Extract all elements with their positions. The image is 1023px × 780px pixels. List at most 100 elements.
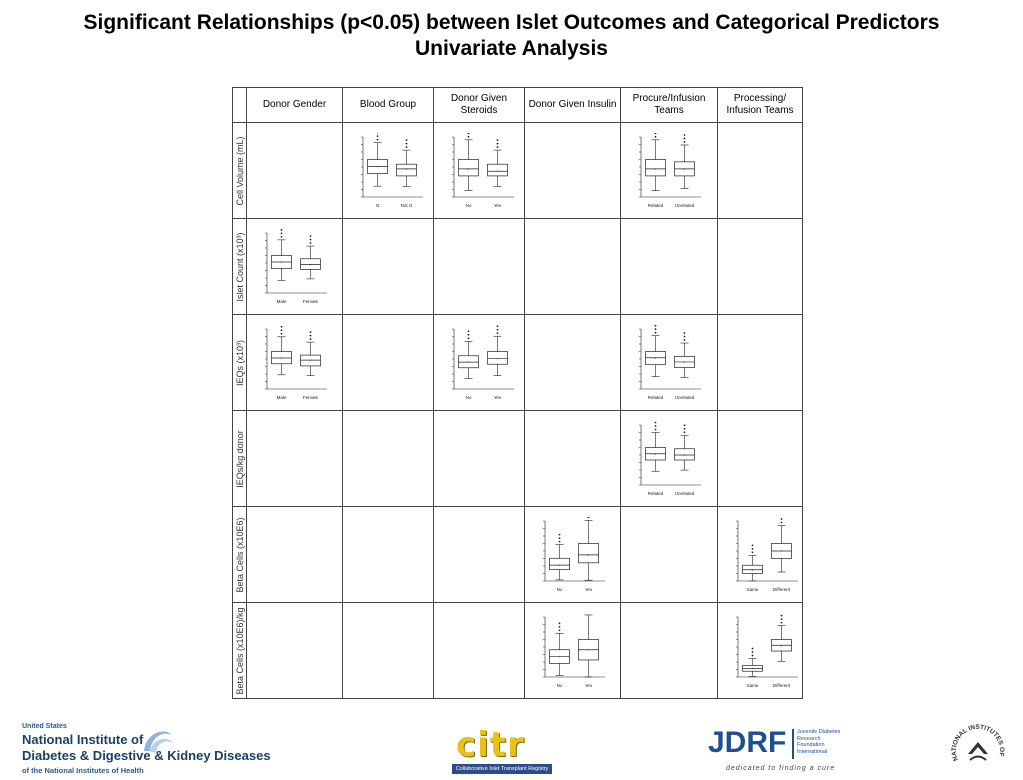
mean-marker: + [654, 355, 657, 360]
slide-title: Significant Relationships (p<0.05) betwe… [0, 10, 1023, 62]
outlier-point [683, 335, 686, 338]
outlier-point [496, 332, 499, 335]
mean-marker: + [558, 654, 561, 659]
outlier-point [309, 331, 312, 334]
matrix-cell [524, 122, 621, 219]
mean-marker: + [654, 451, 657, 456]
category-label: No [466, 203, 472, 208]
matrix-cell [342, 218, 434, 315]
category-label: No [557, 683, 563, 688]
matrix-cell [433, 410, 525, 507]
outlier-point [309, 238, 312, 241]
row-label: Beta Cells (x10E6)/kg [235, 606, 245, 695]
outlier-point [683, 134, 686, 136]
box [487, 163, 508, 177]
outlier-point [751, 547, 754, 550]
niddk-logo: United States National Institute of Diab… [22, 723, 271, 775]
category-label: Male [277, 395, 287, 400]
matrix-cell [342, 506, 434, 603]
boxplot-chart: + No + Yes [543, 614, 605, 688]
outlier-point [280, 232, 283, 235]
category-label: Unrelated [675, 395, 695, 400]
mean-marker: + [587, 647, 590, 652]
category-label: Unrelated [675, 203, 695, 208]
outlier-point [654, 425, 657, 427]
citr-wordmark: citr [456, 725, 525, 765]
outlier-point [376, 135, 379, 138]
row-label: Beta Cells (x10E6) [235, 516, 245, 593]
mean-marker: + [751, 666, 754, 671]
citr-caption: Collaborative Islet Transplant Registry [452, 764, 552, 774]
matrix-cell [342, 410, 434, 507]
col-header-processing-infusion-teams: Processing/ Infusion Teams [717, 87, 803, 123]
niddk-swirl-icon [144, 731, 174, 752]
outlier-point [751, 654, 754, 657]
outlier-point [280, 325, 283, 328]
category-label: Related [648, 491, 664, 496]
matrix-cell: + Related + Unrelated [620, 314, 718, 411]
outlier-point [558, 622, 561, 625]
box [458, 159, 479, 177]
outlier-point [751, 647, 754, 650]
niddk-country: United States [22, 723, 67, 730]
box [578, 543, 599, 564]
outlier-point [496, 146, 499, 149]
box [458, 355, 479, 369]
matrix-row-ieqs-per-kg: IEQs/kg donor + Related + Unrelated [232, 410, 803, 507]
matrix-cell [246, 122, 343, 219]
outlier-point [780, 614, 783, 617]
category-label: Not O [401, 203, 413, 208]
outlier-point [558, 629, 561, 632]
title-line-1: Significant Relationships (p<0.05) betwe… [83, 11, 940, 34]
outlier-point [280, 329, 283, 332]
row-header-beta-cells-per-kg: Beta Cells (x10E6)/kg [232, 602, 247, 699]
mean-marker: + [780, 549, 783, 554]
outlier-point [405, 146, 408, 149]
matrix-cell [342, 602, 434, 699]
boxplot-chart: + No + Yes [543, 517, 605, 592]
mean-marker: + [376, 164, 379, 169]
mean-marker: + [467, 360, 470, 365]
matrix-cell [717, 410, 803, 507]
boxplot-chart: + No + Yes [452, 133, 514, 208]
outlier-point [496, 142, 499, 145]
row-header-cell-volume: Cell Volume (mL) [232, 122, 247, 219]
category-label: Related [648, 395, 664, 400]
matrix-row-beta-cells-per-kg: Beta Cells (x10E6)/kg + No + Yes + Same + Differ… [232, 602, 803, 699]
matrix-cell: + Same + Different [717, 506, 803, 603]
category-label: O [376, 203, 380, 208]
matrix-cell [524, 410, 621, 507]
outlier-point [654, 135, 657, 138]
category-label: Different [773, 587, 791, 592]
outlier-point [683, 332, 686, 334]
outlier-point [496, 328, 499, 331]
outlier-point [780, 621, 783, 624]
outlier-point [309, 235, 312, 237]
box [300, 258, 321, 270]
outlier-point [683, 339, 686, 341]
row-header-ieqs-per-kg: IEQs/kg donor [232, 410, 247, 507]
mean-marker: + [683, 359, 686, 364]
matrix-cell [433, 506, 525, 603]
jdrf-tagline: dedicated to finding a cure [726, 765, 836, 772]
matrix-cell [433, 218, 525, 315]
outlier-point [496, 139, 499, 142]
outlier-point [280, 229, 283, 231]
row-label: Cell Volume (mL) [235, 135, 245, 206]
outlier-point [467, 330, 470, 333]
matrix-table: Donor Gender Blood Group Donor Given Ste… [232, 87, 803, 699]
category-label: Related [648, 203, 664, 208]
outlier-point [683, 424, 686, 427]
outlier-point [780, 518, 783, 520]
col-header-donor-gender: Donor Gender [246, 87, 343, 123]
outlier-point [683, 141, 686, 143]
category-label: Yes [585, 587, 593, 592]
matrix-cell [246, 602, 343, 699]
box [549, 557, 570, 570]
mean-marker: + [496, 356, 499, 361]
category-label: Same [747, 587, 759, 592]
matrix-row-beta-cells: Beta Cells (x10E6) + No + Yes + Same + Different [232, 506, 803, 603]
matrix-cell [620, 218, 718, 315]
outlier-point [780, 618, 783, 621]
outlier-point [683, 137, 686, 140]
